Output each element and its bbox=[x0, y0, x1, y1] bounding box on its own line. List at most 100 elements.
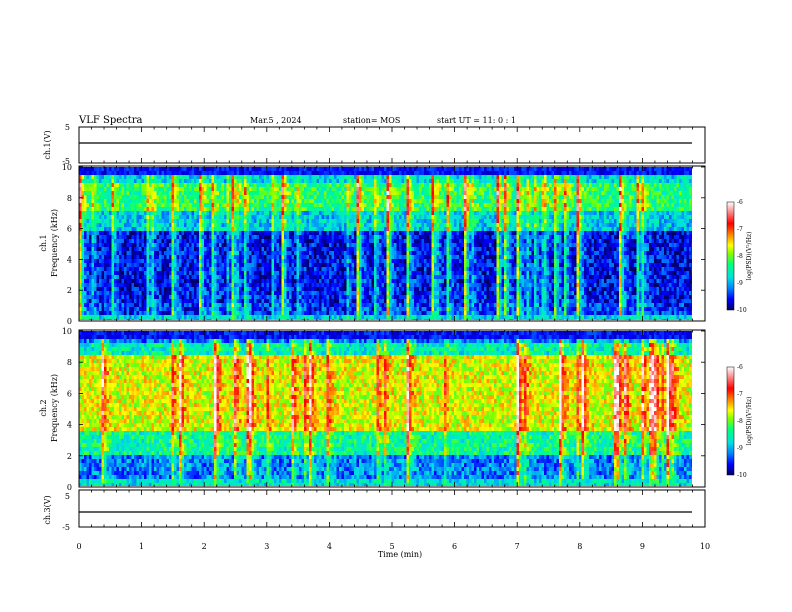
spectrogram-cell bbox=[184, 167, 187, 172]
spectrogram-cell bbox=[324, 287, 327, 292]
spectrogram-cell bbox=[169, 243, 172, 248]
spectrogram-cell bbox=[171, 283, 175, 288]
spectrogram-cell bbox=[299, 259, 302, 264]
spectrogram-cell bbox=[166, 227, 170, 232]
spectrogram-cell bbox=[271, 263, 275, 268]
spectrogram-cell bbox=[94, 307, 97, 312]
spectrogram-cell bbox=[234, 199, 237, 204]
spectrogram-cell bbox=[359, 315, 362, 320]
spectrogram-cell bbox=[359, 219, 362, 224]
spectrogram-cell bbox=[96, 195, 100, 200]
spectrogram-cell bbox=[181, 219, 185, 224]
spectrogram-cell bbox=[316, 287, 320, 292]
spectrogram-cell bbox=[86, 235, 90, 240]
spectrogram-cell bbox=[236, 287, 240, 292]
spectrogram-cell bbox=[121, 179, 125, 184]
spectrogram-cell bbox=[159, 315, 162, 320]
spectrogram-cell bbox=[269, 263, 272, 268]
spectrogram-cell bbox=[304, 315, 307, 320]
spectrogram-cell bbox=[84, 247, 87, 252]
spectrogram-cell bbox=[191, 299, 195, 304]
spectrogram-cell bbox=[276, 171, 280, 176]
spectrogram-cell bbox=[309, 291, 312, 296]
spectrogram-cell bbox=[291, 255, 295, 260]
spectrogram-cell bbox=[139, 311, 142, 316]
spectrogram-cell bbox=[349, 307, 352, 312]
spectrogram-cell bbox=[334, 259, 337, 264]
spectrogram-cell bbox=[199, 219, 202, 224]
spectrogram-cell bbox=[304, 295, 307, 300]
spectrogram-cell bbox=[359, 187, 362, 192]
spectrogram-cell bbox=[166, 207, 170, 212]
spectrogram-cell bbox=[151, 167, 155, 172]
spectrogram-cell bbox=[191, 251, 195, 256]
spectrogram-cell bbox=[376, 171, 380, 176]
spectrogram-cell bbox=[336, 255, 340, 260]
spectrogram-cell bbox=[229, 287, 232, 292]
spectrogram-cell bbox=[244, 255, 247, 260]
spectrogram-cell bbox=[366, 247, 370, 252]
spectrogram-cell bbox=[271, 251, 275, 256]
spectrogram-cell bbox=[124, 255, 127, 260]
spectrogram-cell bbox=[101, 167, 105, 172]
spectrogram-cell bbox=[334, 279, 337, 284]
spectrogram-cell bbox=[364, 267, 367, 272]
spectrogram-cell bbox=[256, 319, 260, 320]
spectrogram-cell bbox=[141, 187, 145, 192]
spectrogram-cell bbox=[306, 191, 310, 196]
spectrogram-cell bbox=[256, 215, 260, 220]
spectrogram-cell bbox=[354, 171, 357, 176]
spectrogram-cell bbox=[149, 219, 152, 224]
spectrogram-cell bbox=[84, 255, 87, 260]
spectrogram-cell bbox=[149, 211, 152, 216]
spectrogram-cell bbox=[386, 171, 390, 176]
spectrogram-cell bbox=[291, 227, 295, 232]
spectrogram-cell bbox=[214, 171, 217, 176]
spectrogram-cell bbox=[149, 247, 152, 252]
spectrogram-cell bbox=[324, 259, 327, 264]
spectrogram-cell bbox=[361, 187, 365, 192]
spectrogram-cell bbox=[284, 251, 287, 256]
spectrogram-cell bbox=[176, 267, 180, 272]
spectrogram-cell bbox=[249, 287, 252, 292]
spectrogram-cell bbox=[329, 179, 332, 184]
spectrogram-cell bbox=[156, 283, 160, 288]
spectrogram-cell bbox=[199, 299, 202, 304]
spectrogram-cell bbox=[184, 299, 187, 304]
spectrogram-cell bbox=[79, 211, 82, 216]
spectrogram-cell bbox=[356, 295, 360, 300]
spectrogram-cell bbox=[89, 247, 92, 252]
spectrogram-cell bbox=[214, 303, 217, 308]
spectrogram-cell bbox=[94, 215, 97, 220]
spectrogram-cell bbox=[354, 279, 357, 284]
spectrogram-cell bbox=[179, 199, 182, 204]
spectrogram-cell bbox=[339, 179, 342, 184]
spectrogram-cell bbox=[231, 199, 235, 204]
spectrogram-cell bbox=[331, 191, 335, 196]
spectrogram-cell bbox=[384, 199, 387, 204]
spectrogram-cell bbox=[371, 275, 375, 280]
spectrogram-cell bbox=[226, 243, 230, 248]
spectrogram-cell bbox=[314, 231, 317, 236]
spectrogram-cell bbox=[331, 215, 335, 220]
spectrogram-cell bbox=[201, 179, 205, 184]
spectrogram-cell bbox=[214, 311, 217, 316]
spectrogram-cell bbox=[256, 167, 260, 172]
spectrogram-cell bbox=[386, 195, 390, 200]
spectrogram-cell bbox=[299, 319, 302, 320]
spectrogram-cell bbox=[316, 251, 320, 256]
spectrogram-cell bbox=[144, 191, 147, 196]
spectrogram-cell bbox=[126, 211, 130, 216]
spectrogram-cell bbox=[239, 171, 242, 176]
spectrogram-cell bbox=[281, 303, 285, 308]
spectrogram-cell bbox=[369, 179, 372, 184]
spectrogram-cell bbox=[271, 223, 275, 228]
spectrogram-cell bbox=[246, 267, 250, 272]
spectrogram-cell bbox=[131, 279, 135, 284]
spectrogram-cell bbox=[214, 315, 217, 320]
spectrogram-cell bbox=[331, 195, 335, 200]
spectrogram-cell bbox=[144, 219, 147, 224]
spectrogram-cell bbox=[229, 291, 232, 296]
spectrogram-cell bbox=[294, 255, 297, 260]
